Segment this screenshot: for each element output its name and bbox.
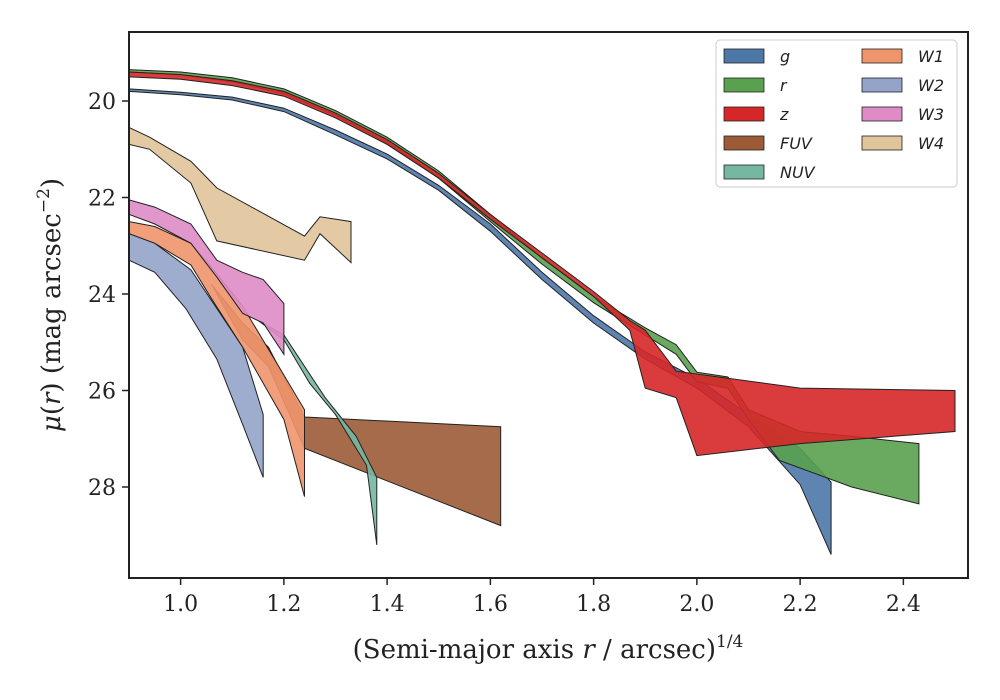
x-tick-label: 1.8 [576,592,611,617]
legend-swatch-w3 [861,106,903,122]
legend-swatch-z [723,106,765,122]
x-tick-label: 1.0 [163,592,198,617]
legend-label-g: g [780,47,790,66]
legend-swatch-w4 [861,135,903,151]
band-nuv [257,320,378,545]
band-w3 [129,199,285,356]
y-axis: 20 22 24 26 28 [88,90,129,501]
legend-swatch-r [723,77,765,93]
band-w2 [129,233,264,478]
band-z [129,71,956,457]
legend-label-nuv: NUV [780,163,816,182]
y-tick-label: 28 [88,476,116,501]
x-tick-label: 1.4 [370,592,405,617]
plot-frame [128,31,969,579]
legend-swatch-nuv [723,164,765,180]
legend-label-w4: W4 [918,134,944,153]
legend-label-fuv: FUV [780,134,813,153]
band-layer [129,69,956,555]
legend-label-w2: W2 [918,76,944,95]
y-axis-label: μ(r) (mag arcsec−2) [34,178,67,432]
legend-swatch-w2 [861,77,903,93]
legend: grz FUV NUV W1 W2 W3 W4 [715,39,958,188]
y-tick-label: 22 [88,187,116,212]
x-tick-label: 2.4 [886,592,921,617]
legend-label-w1: W1 [918,47,944,66]
legend-label-w3: W3 [918,105,944,124]
y-tick-label: 20 [88,90,116,115]
legend-swatch-fuv [723,135,765,151]
x-tick-label: 2.0 [679,592,714,617]
x-tick-label: 2.2 [783,592,818,617]
legend-label-r: r [780,76,788,95]
band-g [129,88,832,555]
band-w4 [129,126,352,264]
legend-swatch-g [723,48,765,64]
x-tick-label: 1.2 [266,592,301,617]
legend-swatch-w1 [861,48,903,64]
x-tick-label: 1.6 [473,592,508,617]
x-axis: 1.0 1.2 1.4 1.6 1.8 2.0 2.2 2.4 [163,578,921,617]
y-tick-label: 26 [88,380,116,405]
y-tick-label: 24 [88,283,116,308]
x-axis-label: (Semi-major axis r / arcsec)1/4 [353,632,744,665]
legend-label-z: z [779,105,789,124]
